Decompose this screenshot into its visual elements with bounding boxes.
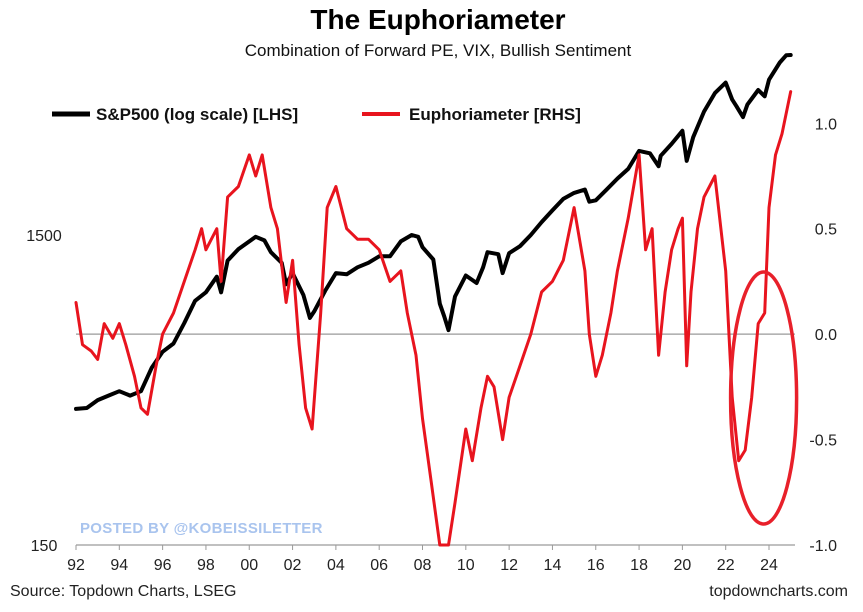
- legend-label-sp500: S&P500 (log scale) [LHS]: [96, 105, 298, 124]
- legend: S&P500 (log scale) [LHS] Euphoriameter […: [52, 105, 581, 124]
- x-tick-label: 22: [717, 557, 735, 574]
- axes: 92 94 96 98 00 02 04 06 08 10 12 14 16 18 20 22 24 1500 15…: [26, 116, 837, 574]
- series-line-euphoriameter: [74, 90, 793, 547]
- watermark: POSTED BY @KOBEISSILETTER: [80, 520, 323, 537]
- source-note: Source: Topdown Charts, LSEG: [10, 583, 237, 600]
- x-tick-label: 06: [370, 557, 388, 574]
- series-layer: [74, 53, 793, 547]
- y-right-tick-label: 0.5: [815, 222, 837, 239]
- website-credit: topdowncharts.com: [709, 583, 848, 600]
- x-tick-label: 00: [240, 557, 258, 574]
- y-left-tick-label: 1500: [26, 228, 62, 245]
- x-tick-label: 96: [154, 557, 172, 574]
- x-tick-label: 94: [110, 557, 128, 574]
- x-tick-label: 14: [544, 557, 562, 574]
- x-tick-label: 08: [414, 557, 432, 574]
- series-line-sp500: [74, 53, 793, 411]
- highlight-ellipse: [728, 270, 799, 526]
- x-tick-label: 04: [327, 557, 345, 574]
- x-tick-label: 92: [67, 557, 85, 574]
- y-right-tick-label: -0.5: [809, 433, 837, 450]
- x-tick-label: 98: [197, 557, 215, 574]
- x-tick-label: 20: [673, 557, 691, 574]
- x-tick-label: 10: [457, 557, 475, 574]
- y-right-tick-label: 0.0: [815, 327, 837, 344]
- chart-subtitle: Combination of Forward PE, VIX, Bullish …: [245, 41, 632, 60]
- x-tick-label: 02: [284, 557, 302, 574]
- x-tick-label: 24: [760, 557, 778, 574]
- x-tick-label: 12: [500, 557, 518, 574]
- chart-title: The Euphoriameter: [310, 4, 565, 35]
- y-left-tick-label: 150: [31, 538, 58, 555]
- x-tick-label: 18: [630, 557, 648, 574]
- y-right-tick-label: 1.0: [815, 116, 837, 133]
- legend-label-euphoriameter: Euphoriameter [RHS]: [409, 105, 581, 124]
- x-tick-label: 16: [587, 557, 605, 574]
- y-right-tick-label: -1.0: [809, 538, 837, 555]
